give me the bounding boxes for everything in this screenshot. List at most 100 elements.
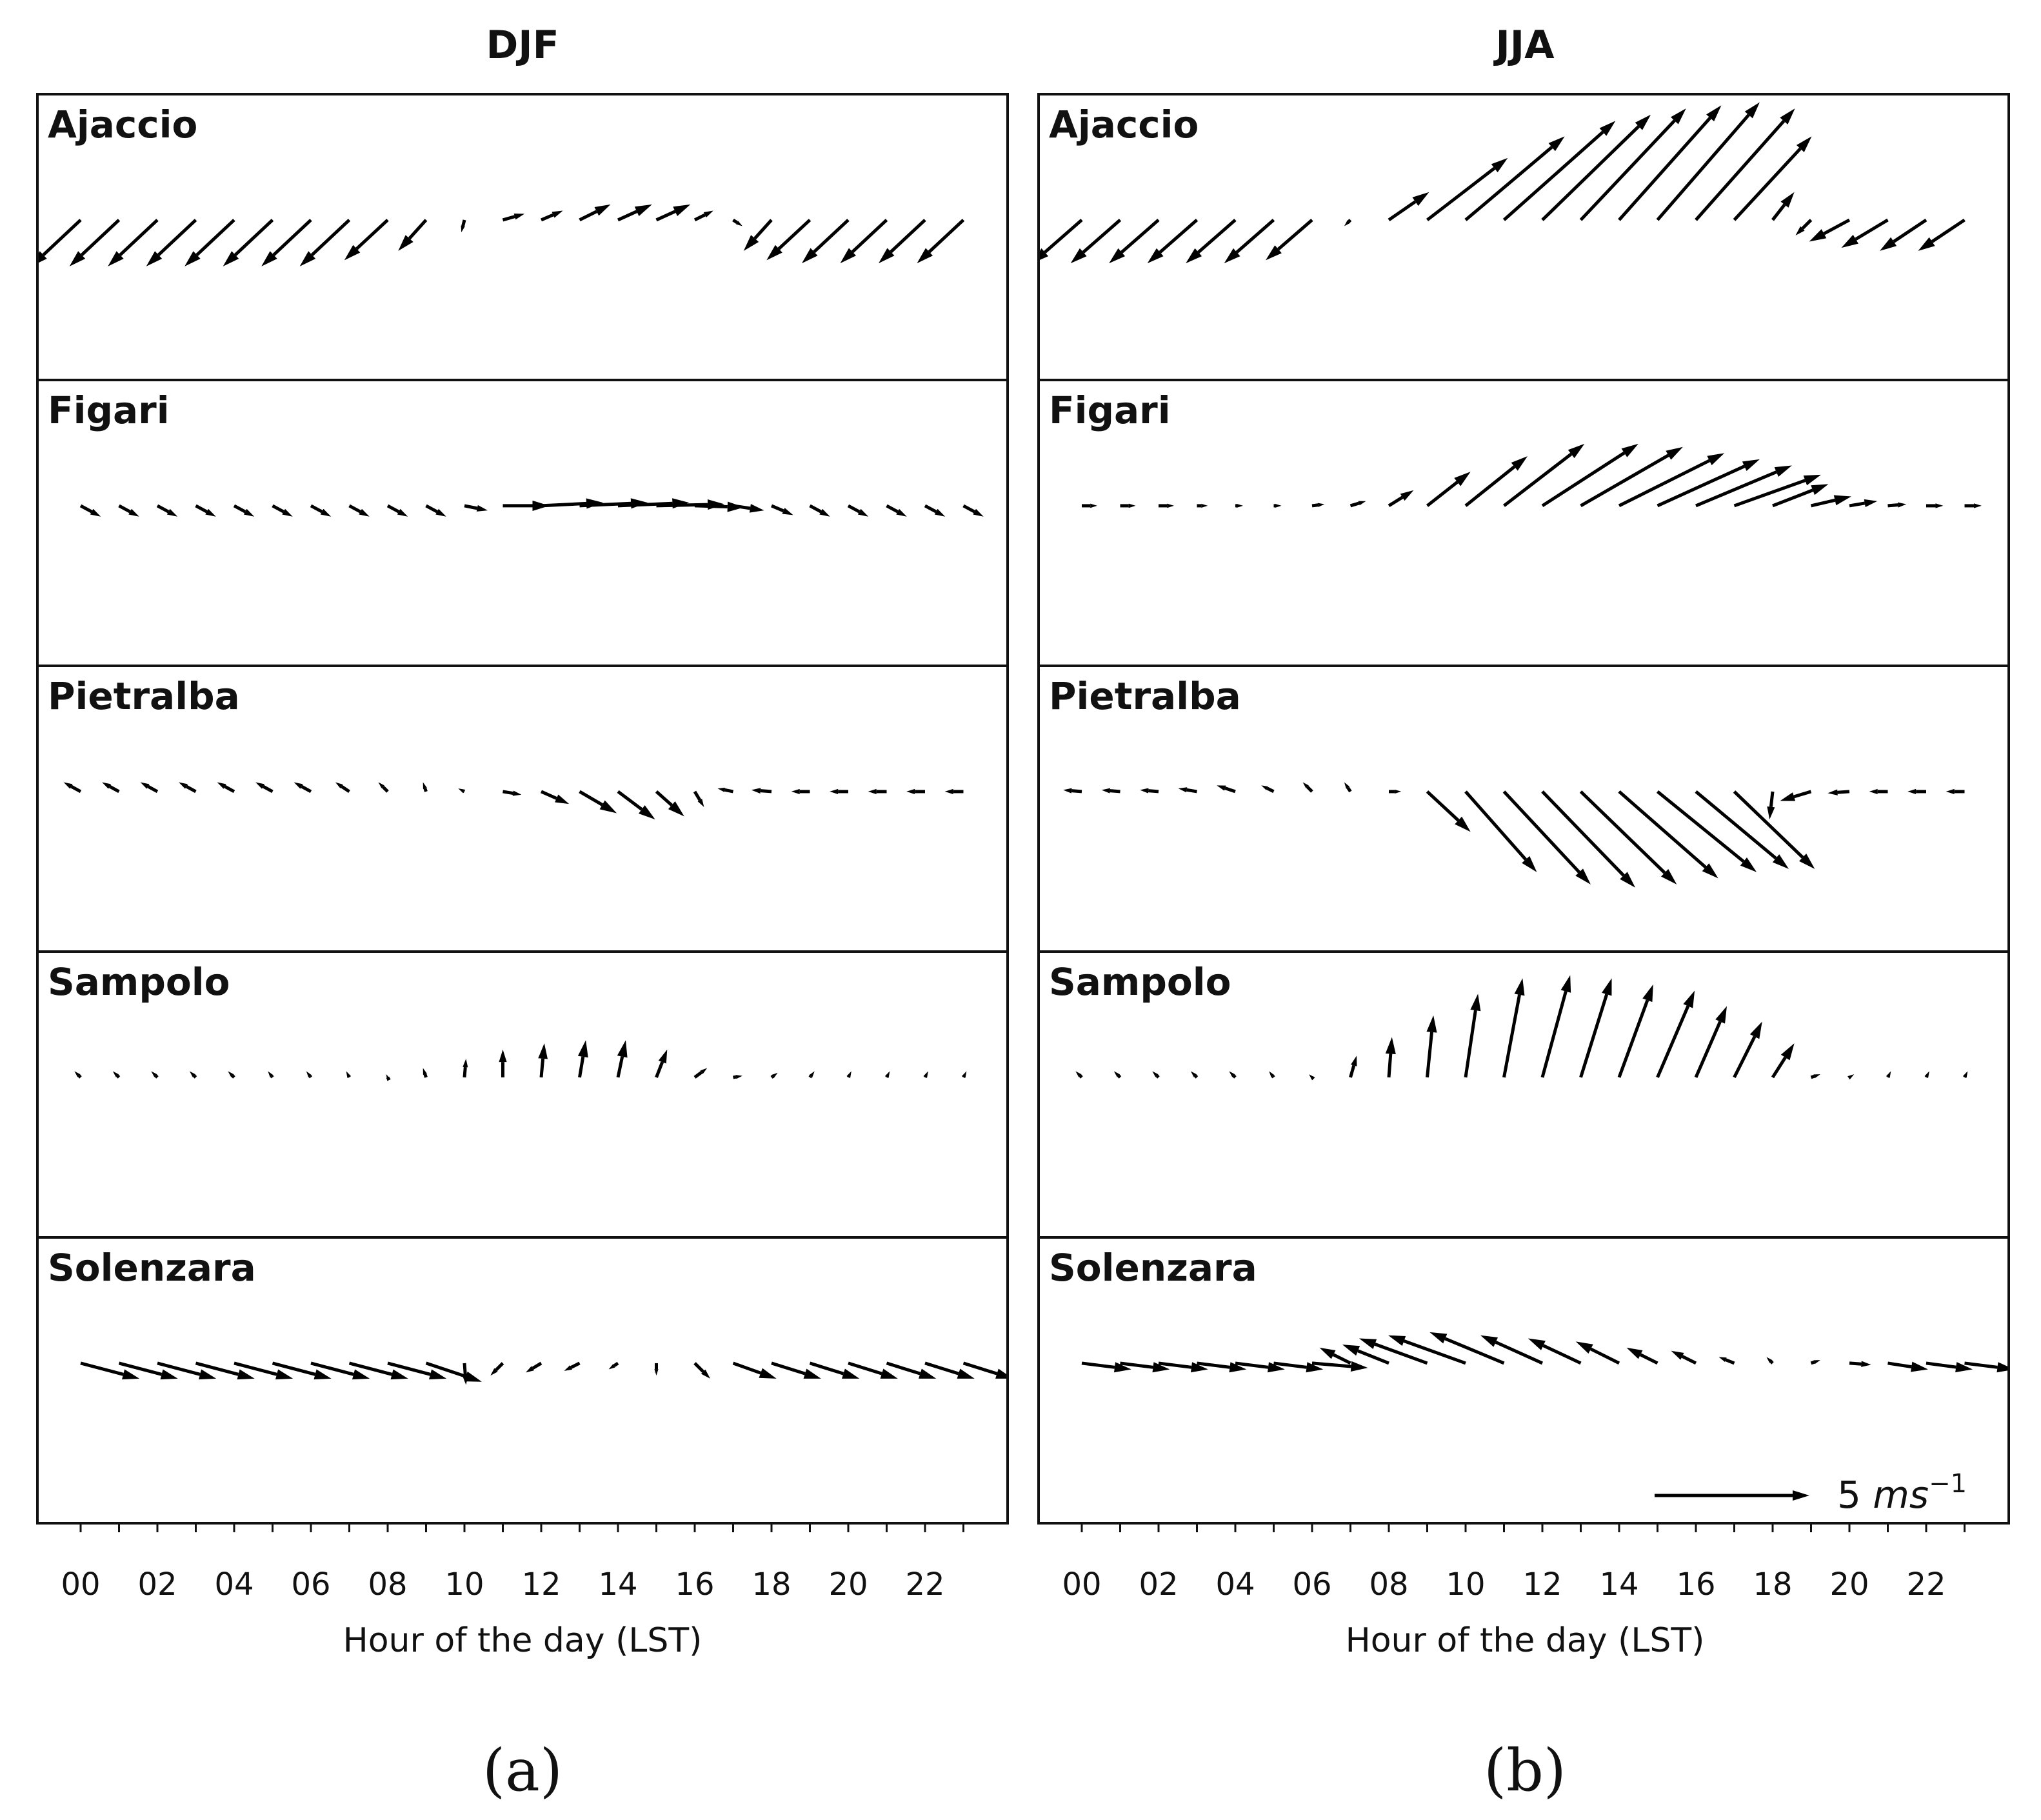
wind-arrow-solenzara-head — [654, 1369, 659, 1376]
wind-arrow-solenzara-shaft — [1081, 1361, 1115, 1369]
wind-arrow-pietralba-shaft — [1306, 785, 1313, 793]
wind-arrow-ajaccio-shaft — [1771, 203, 1786, 221]
wind-arrow-sampolo-shaft — [1540, 990, 1568, 1078]
wind-arrow-solenzara — [1235, 1361, 1285, 1373]
wind-arrow-pietralba-shaft — [1769, 791, 1775, 807]
wind-arrow-figari-head — [1621, 443, 1638, 457]
wind-arrow-pietralba-head — [555, 794, 570, 805]
wind-arrow-solenzara-head — [1626, 1347, 1643, 1359]
wind-arrow-ajaccio-head — [1706, 105, 1722, 122]
wind-arrow-sampolo — [1229, 1071, 1237, 1079]
wind-arrow-solenzara — [1718, 1357, 1735, 1365]
panel-a-x-ticks — [79, 1523, 964, 1532]
wind-arrow-sampolo-shaft — [655, 1061, 664, 1078]
wind-arrow-solenzara-head — [1528, 1338, 1546, 1350]
wind-arrow-pietralba — [1827, 789, 1850, 795]
panel-a-title: DJF — [486, 23, 559, 68]
wind-arrow-sampolo — [346, 1071, 351, 1079]
wind-arrow-ajaccio-shaft — [1426, 166, 1496, 221]
wind-arrow-figari — [272, 504, 293, 517]
wind-arrow-solenzara-shaft — [1273, 1361, 1307, 1369]
wind-arrow-solenzara — [1887, 1361, 1928, 1372]
wind-arrow-ajaccio-head — [703, 210, 713, 218]
wind-arrow-sampolo — [1810, 1074, 1820, 1079]
wind-arrow-figari-shaft — [386, 504, 400, 514]
wind-arrow-solenzara-shaft — [348, 1361, 393, 1376]
wind-arrow-figari — [924, 504, 946, 517]
wind-arrow-ajaccio-shaft — [234, 219, 274, 256]
wind-arrow-figari-shaft — [79, 504, 93, 514]
wind-arrow-pietralba-head — [638, 805, 655, 820]
wind-arrow-solenzara-shaft — [886, 1361, 921, 1375]
wind-arrow-pietralba-head — [1827, 789, 1838, 795]
wind-arrow-ajaccio — [261, 219, 312, 266]
wind-arrow-sampolo-head — [617, 1040, 628, 1058]
panel-b-station-label: Pietralba — [1049, 674, 1241, 718]
wind-arrow-sampolo-shaft — [616, 1056, 624, 1078]
wind-arrow-sampolo — [499, 1049, 507, 1077]
wind-arrow-pietralba — [540, 790, 570, 805]
x-tick-label: 02 — [1139, 1566, 1178, 1603]
wind-arrow-ajaccio-shaft — [195, 219, 235, 256]
wind-arrow-figari-shaft — [425, 504, 438, 514]
wind-arrow-solenzara-head — [1191, 1362, 1208, 1373]
wind-arrow-sampolo-head — [1152, 1071, 1159, 1077]
wind-arrow-pietralba-shaft — [540, 790, 557, 800]
wind-arrow-ajaccio-shaft — [1159, 219, 1199, 254]
wind-arrow-solenzara — [80, 1361, 140, 1380]
wind-arrow-ajaccio — [541, 210, 563, 222]
wind-arrow-figari-head — [1974, 503, 1982, 508]
wind-arrow-solenzara — [526, 1361, 543, 1373]
wind-arrow-sampolo-shaft — [693, 1071, 703, 1079]
wind-arrow-sampolo-shaft — [1079, 1074, 1083, 1079]
x-tick-label: 18 — [752, 1566, 791, 1603]
wind-arrow-solenzara-shaft — [1374, 1343, 1428, 1365]
wind-arrow-solenzara — [1926, 1361, 1973, 1373]
reference-arrow — [1655, 1490, 1809, 1501]
wind-arrow-pietralba-head — [423, 782, 427, 789]
wind-arrow-ajaccio-shaft — [1733, 147, 1802, 221]
reference-arrow-mark-head — [1793, 1490, 1809, 1501]
wind-arrow-sampolo-head — [346, 1071, 351, 1078]
wind-arrow-figari-head — [397, 508, 408, 517]
panel-a-row-solenzara — [36, 1236, 1009, 1525]
wind-arrow-solenzara — [1429, 1332, 1505, 1365]
wind-arrow-sampolo-head — [658, 1049, 668, 1064]
wind-arrow-solenzara-head — [1813, 1360, 1820, 1365]
wind-arrow-solenzara-head — [462, 1375, 469, 1385]
wind-arrow-figari-head — [1128, 503, 1136, 508]
wind-arrow-solenzara-shaft — [1235, 1361, 1269, 1369]
wind-arrow-figari-head — [1090, 503, 1097, 508]
wind-arrow-sampolo — [1502, 978, 1525, 1078]
wind-arrow-solenzara-head — [314, 1369, 332, 1380]
wind-arrow-solenzara-shaft — [195, 1361, 239, 1376]
wind-arrow-ajaccio-head — [1040, 248, 1049, 260]
wind-arrow-sampolo-shaft — [1194, 1074, 1199, 1079]
wind-arrow-ajaccio-head — [802, 248, 818, 264]
wind-arrow-figari — [1887, 502, 1907, 508]
wind-arrow-pietralba-shaft — [1266, 786, 1275, 794]
wind-arrow-pietralba — [717, 787, 733, 794]
wind-arrow-solenzara-head — [1268, 1362, 1285, 1373]
wind-arrow-ajaccio — [1186, 219, 1237, 264]
wind-arrow-sampolo-head — [577, 1040, 588, 1058]
wind-arrow-sampolo — [538, 1043, 548, 1078]
reference-vector-key: 5 ms−1 — [1655, 1469, 1967, 1517]
wind-arrow-solenzara-head — [880, 1368, 898, 1379]
wind-arrow-solenzara-shaft — [310, 1361, 354, 1376]
wind-arrow-pietralba-shaft — [381, 785, 389, 793]
wind-arrow-ajaccio-head — [917, 248, 933, 264]
x-tick-label: 04 — [214, 1566, 254, 1603]
x-tick-label: 02 — [137, 1566, 177, 1603]
wind-arrow-pietralba-head — [1946, 788, 1955, 794]
wind-arrow-pietralba-head — [1395, 789, 1402, 794]
wind-arrow-solenzara-shaft — [771, 1361, 806, 1375]
wind-arrow-ajaccio — [1109, 219, 1160, 264]
wind-arrow-ajaccio — [108, 219, 159, 266]
wind-arrow-solenzara-shaft — [1311, 1361, 1351, 1368]
wind-arrow-solenzara — [1810, 1360, 1820, 1365]
wind-arrow-ajaccio — [1618, 105, 1722, 221]
wind-arrow-figari-head — [1275, 503, 1282, 508]
wind-arrow-ajaccio-head — [1412, 192, 1429, 206]
wind-arrow-sampolo-head — [228, 1071, 234, 1077]
